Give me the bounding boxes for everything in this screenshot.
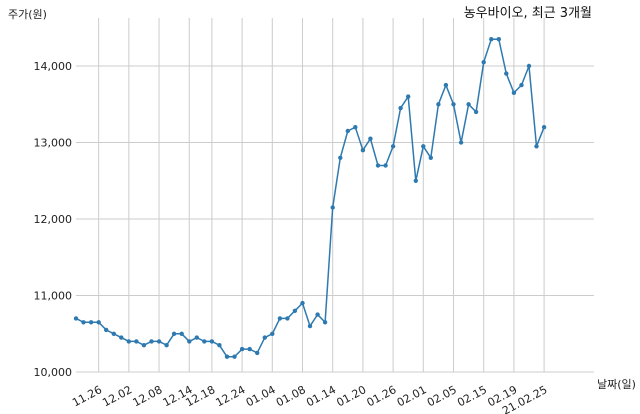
data-point — [104, 327, 109, 333]
data-point — [360, 148, 366, 153]
x-tick-label: 12.24 — [214, 383, 248, 409]
x-tick-label: 01.14 — [304, 383, 338, 409]
data-point — [519, 82, 524, 88]
data-point — [436, 102, 441, 107]
price-line — [75, 38, 545, 358]
data-point — [330, 205, 335, 210]
data-point — [353, 125, 358, 130]
data-point — [187, 339, 192, 344]
data-point — [202, 339, 207, 344]
data-point — [126, 339, 131, 344]
x-tick-label: 01.04 — [244, 383, 278, 409]
data-points — [73, 37, 547, 359]
data-point — [134, 339, 139, 344]
data-point — [489, 37, 494, 42]
chart-title: 농우바이오, 최근 3개월 — [464, 6, 592, 21]
data-point — [239, 346, 245, 352]
data-point — [179, 331, 184, 336]
y-axis-label: 주가(원) — [8, 8, 47, 21]
data-point — [194, 335, 199, 340]
data-point — [209, 339, 215, 344]
data-point — [111, 331, 117, 336]
data-point — [255, 350, 260, 356]
x-tick-label: 01.20 — [334, 383, 368, 409]
data-point — [232, 354, 237, 359]
data-point — [368, 136, 373, 141]
data-point — [481, 60, 486, 65]
data-point — [375, 163, 381, 168]
x-tick-label: 01.08 — [274, 383, 308, 409]
data-point — [504, 71, 509, 76]
y-tick-label: 11,000 — [34, 290, 73, 303]
data-point — [307, 323, 313, 329]
x-tick-label: 02.15 — [455, 383, 489, 409]
x-axis-label: 날짜(일) — [597, 377, 636, 391]
data-point — [262, 335, 267, 340]
data-point — [285, 316, 290, 321]
x-tick-label: 01.26 — [365, 383, 399, 409]
data-point — [300, 300, 305, 306]
data-point — [270, 331, 275, 336]
data-point — [315, 312, 320, 317]
data-point — [428, 155, 433, 160]
data-point — [156, 339, 162, 344]
data-point — [345, 128, 350, 134]
data-point — [119, 335, 124, 340]
y-tick-label: 14,000 — [34, 60, 73, 73]
x-tick-label: 02.01 — [395, 383, 429, 409]
data-point — [443, 82, 449, 88]
data-point — [406, 94, 411, 99]
data-point — [292, 308, 298, 313]
x-tick-label: 02.05 — [425, 383, 459, 409]
grid — [76, 18, 594, 373]
data-point — [458, 140, 464, 145]
data-point — [383, 163, 388, 168]
data-point — [541, 125, 547, 130]
data-point — [171, 331, 177, 336]
data-point — [247, 346, 252, 352]
y-tick-label: 13,000 — [34, 137, 73, 150]
data-point — [451, 102, 456, 107]
data-point — [277, 316, 283, 321]
x-tick-labels: 11.2612.0212.0812.1412.1812.2401.0401.08… — [70, 383, 549, 414]
data-point — [164, 343, 169, 348]
data-point — [81, 320, 86, 325]
data-point — [398, 105, 403, 111]
data-point — [413, 178, 418, 183]
y-tick-label: 12,000 — [34, 213, 73, 226]
data-point — [466, 102, 471, 107]
data-point — [338, 155, 343, 160]
data-point — [141, 343, 147, 348]
data-point — [511, 90, 517, 96]
data-point — [526, 63, 532, 69]
data-point — [496, 37, 501, 42]
data-point — [473, 109, 479, 115]
x-tick-label: 12.08 — [131, 383, 165, 409]
data-point — [217, 343, 222, 348]
x-tick-label: 11.26 — [70, 383, 104, 409]
data-point — [224, 354, 230, 359]
data-point — [73, 316, 79, 321]
data-point — [390, 144, 396, 149]
data-point — [88, 320, 94, 325]
data-point — [322, 320, 328, 325]
data-point — [96, 320, 101, 325]
x-tick-label: 12.02 — [100, 383, 134, 409]
data-point — [421, 144, 426, 149]
data-point — [534, 144, 539, 149]
y-tick-labels: 10,000 11,000 12,000 13,000 14,000 — [34, 60, 73, 379]
y-tick-label: 10,000 — [34, 366, 73, 379]
data-point — [149, 339, 154, 344]
